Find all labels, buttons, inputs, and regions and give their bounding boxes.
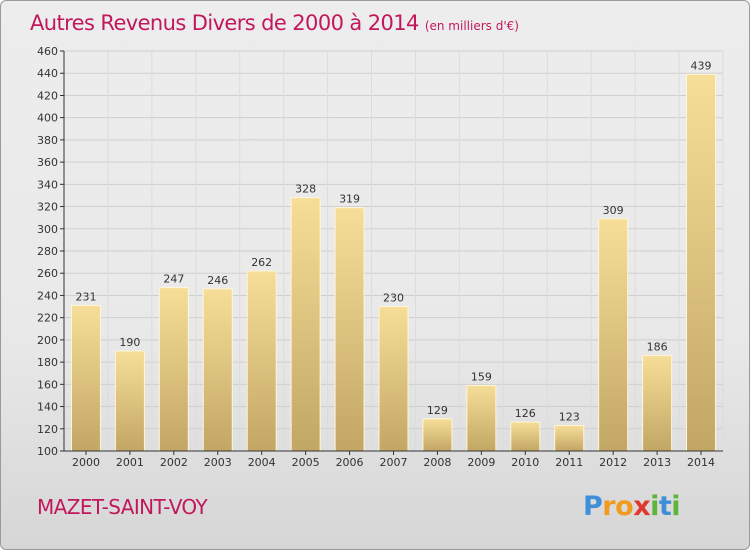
logo-letter: o xyxy=(615,491,634,522)
data-label: 247 xyxy=(163,273,184,286)
labels: 100 120 140 160 180 200 220 240 260 280 300 320 340 3… xyxy=(37,45,715,469)
bar-2006 xyxy=(334,207,365,452)
y-tick-label: 340 xyxy=(37,178,58,191)
y-tick-label: 200 xyxy=(37,334,58,347)
axes xyxy=(60,50,723,455)
bar-2004 xyxy=(246,270,277,452)
y-tick-label: 160 xyxy=(37,378,58,391)
data-label: 309 xyxy=(603,204,624,217)
y-tick-label: 420 xyxy=(37,89,58,102)
data-label: 190 xyxy=(119,336,140,349)
data-label: 230 xyxy=(383,292,404,305)
y-tick-label: 120 xyxy=(37,423,58,436)
x-tick-label: 2010 xyxy=(511,456,539,469)
bar-2005 xyxy=(290,197,321,452)
data-label: 328 xyxy=(295,183,316,196)
chart-title: Autres Revenus Divers de 2000 à 2014 (en … xyxy=(30,11,519,35)
data-label: 159 xyxy=(471,370,492,383)
x-tick-label: 2002 xyxy=(160,456,188,469)
data-label: 129 xyxy=(427,404,448,417)
x-tick-label: 2007 xyxy=(380,456,408,469)
y-tick-label: 320 xyxy=(37,201,58,214)
bar-2003 xyxy=(202,288,233,452)
data-label: 319 xyxy=(339,193,360,206)
data-label: 262 xyxy=(251,256,272,269)
x-tick-label: 2006 xyxy=(336,456,364,469)
x-tick-label: 2013 xyxy=(643,456,671,469)
bar-2012 xyxy=(598,218,629,452)
y-tick-label: 300 xyxy=(37,223,58,236)
x-tick-label: 2001 xyxy=(116,456,144,469)
bar-2014 xyxy=(686,73,717,452)
logo-letter: r xyxy=(602,491,616,522)
y-tick-label: 220 xyxy=(37,312,58,325)
x-tick-label: 2008 xyxy=(423,456,451,469)
logo-letter: i xyxy=(671,491,681,522)
proxiti-logo: Proxiti xyxy=(583,491,681,522)
data-label: 126 xyxy=(515,407,536,420)
y-tick-label: 380 xyxy=(37,134,58,147)
bar-2002 xyxy=(158,287,189,452)
logo-letter: P xyxy=(583,491,603,522)
y-tick-label: 400 xyxy=(37,112,58,125)
logo-letter: i xyxy=(650,491,659,522)
x-tick-label: 2012 xyxy=(599,456,627,469)
y-tick-label: 240 xyxy=(37,289,58,302)
logo-letter: x xyxy=(633,491,651,522)
y-tick-label: 180 xyxy=(37,356,58,369)
x-tick-label: 2014 xyxy=(687,456,715,469)
bars xyxy=(70,73,717,452)
data-label: 246 xyxy=(207,274,228,287)
data-label: 231 xyxy=(75,290,96,303)
x-tick-label: 2003 xyxy=(204,456,232,469)
chart-unit: (en milliers d'€) xyxy=(424,19,519,33)
x-tick-label: 2009 xyxy=(467,456,495,469)
x-tick-label: 2000 xyxy=(72,456,100,469)
y-tick-label: 440 xyxy=(37,67,58,80)
commune-name: MAZET-SAINT-VOY xyxy=(37,495,208,519)
bar-2007 xyxy=(378,306,409,452)
bar-2011 xyxy=(554,424,585,452)
bar-2010 xyxy=(510,421,541,452)
x-tick-label: 2005 xyxy=(292,456,320,469)
y-tick-label: 140 xyxy=(37,401,58,414)
x-tick-label: 2004 xyxy=(248,456,276,469)
logo-letter: t xyxy=(658,491,672,522)
data-label: 123 xyxy=(559,410,580,423)
x-tick-label: 2011 xyxy=(555,456,583,469)
y-tick-label: 100 xyxy=(37,445,58,458)
y-tick-label: 460 xyxy=(37,45,58,58)
y-tick-label: 360 xyxy=(37,156,58,169)
y-tick-label: 260 xyxy=(37,267,58,280)
bar-2013 xyxy=(642,354,673,452)
data-label: 439 xyxy=(691,59,712,72)
y-tick-label: 280 xyxy=(37,245,58,258)
bar-2001 xyxy=(114,350,145,452)
bar-2008 xyxy=(422,418,453,452)
bar-2000 xyxy=(70,304,101,452)
data-label: 186 xyxy=(647,340,668,353)
bar-2009 xyxy=(466,384,497,452)
